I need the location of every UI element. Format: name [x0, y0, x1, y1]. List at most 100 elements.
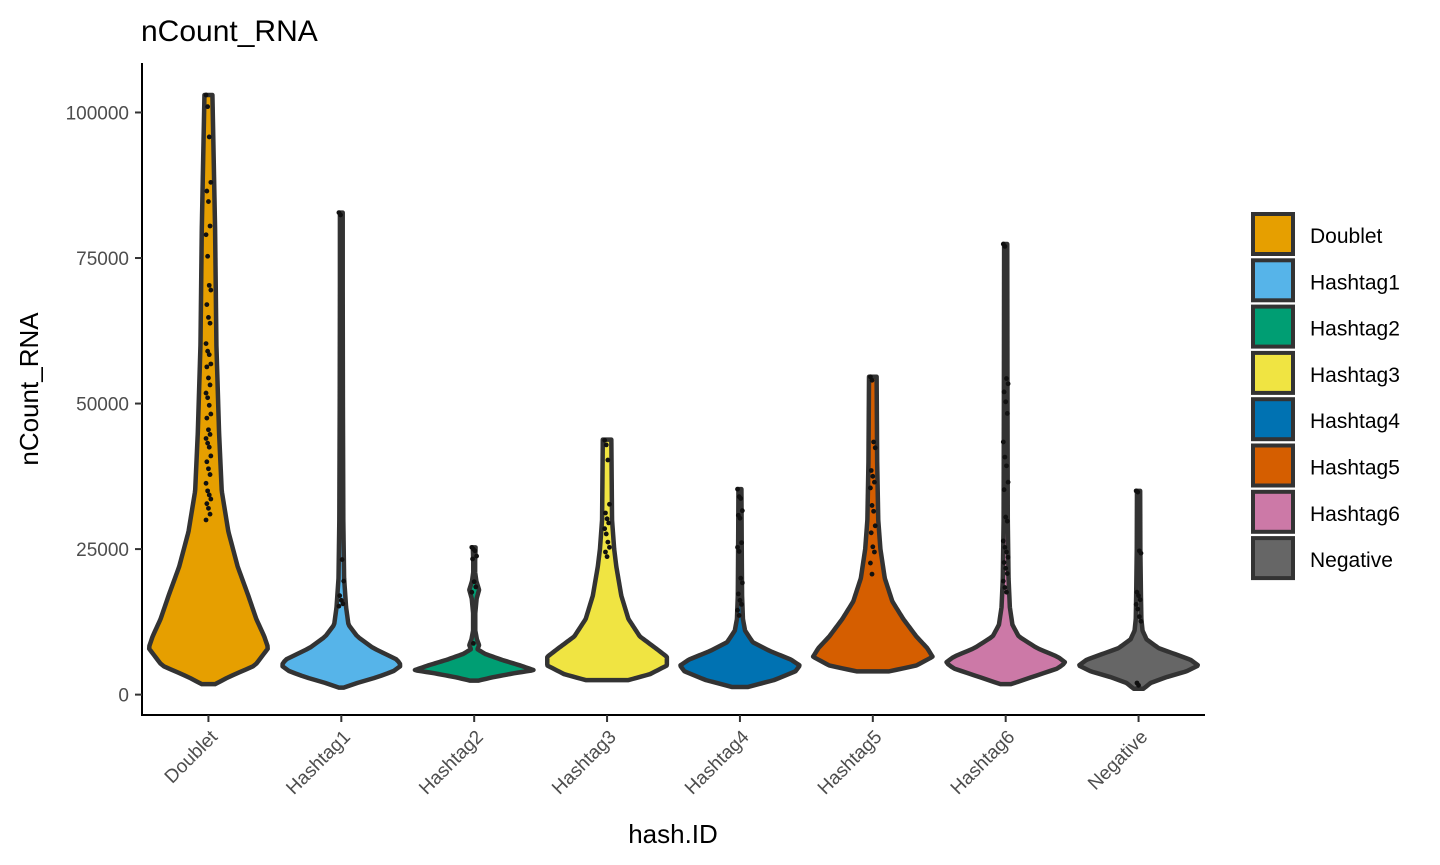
data-point	[869, 571, 875, 577]
data-point	[205, 395, 211, 401]
data-point	[605, 457, 611, 463]
data-point	[1004, 549, 1009, 555]
data-point	[1005, 381, 1011, 387]
data-point	[208, 496, 214, 502]
x-tick-label-hashtag1: Hashtag1	[282, 727, 354, 799]
data-point	[204, 364, 210, 370]
legend-label: Hashtag6	[1310, 503, 1400, 526]
legend-item-hashtag2: Hashtag2	[1251, 304, 1400, 349]
violin-hashtag3	[545, 437, 670, 683]
y-tick-label: 75000	[76, 249, 129, 270]
data-point	[1002, 585, 1008, 590]
data-point	[337, 593, 343, 599]
data-point	[206, 492, 212, 498]
data-point	[1004, 411, 1010, 416]
data-point	[736, 549, 742, 554]
violin-shape-hashtag3	[545, 437, 670, 683]
y-axis-title: nCount_RNA	[14, 312, 44, 466]
data-point	[1001, 389, 1007, 395]
legend-label: Hashtag2	[1310, 318, 1400, 341]
y-tick-label: 25000	[76, 540, 129, 561]
legend-item-hashtag3: Hashtag3	[1251, 350, 1400, 395]
data-point	[1000, 578, 1006, 584]
violin-negative	[1077, 488, 1200, 692]
data-point	[872, 479, 877, 485]
data-point	[203, 390, 209, 396]
data-point	[474, 553, 479, 559]
legend-swatch	[1251, 397, 1295, 442]
data-point	[206, 427, 211, 433]
data-point	[603, 549, 608, 555]
data-point	[1002, 454, 1008, 460]
data-point	[1135, 606, 1141, 612]
data-point	[871, 508, 877, 514]
data-point	[470, 556, 475, 562]
data-point	[871, 439, 877, 445]
x-tick-label-doublet: Doublet	[161, 726, 223, 788]
legend-label: Negative	[1310, 549, 1393, 572]
data-point	[1002, 243, 1008, 249]
data-point	[607, 501, 612, 507]
data-point	[739, 540, 744, 546]
data-point	[1137, 597, 1143, 603]
legend-item-hashtag5: Hashtag5	[1251, 443, 1400, 488]
legend-label: Hashtag3	[1310, 364, 1400, 387]
data-point	[208, 411, 214, 417]
data-point	[872, 549, 877, 555]
data-point	[1003, 514, 1009, 520]
data-point	[1135, 489, 1141, 495]
data-point	[602, 526, 608, 532]
data-point	[1004, 376, 1009, 381]
data-point	[341, 578, 347, 584]
data-point	[604, 516, 610, 522]
legend-swatch	[1251, 536, 1295, 581]
y-tick-label: 100000	[66, 103, 129, 124]
legend-swatch	[1251, 489, 1295, 534]
data-point	[603, 442, 609, 448]
data-point	[208, 361, 214, 367]
y-axis-ticks: 0 25000 50000 75000 100000	[66, 103, 142, 707]
data-point	[207, 223, 213, 229]
legend-swatch	[1251, 212, 1295, 256]
legend-label: Hashtag4	[1310, 410, 1400, 433]
x-tick-label-hashtag6: Hashtag6	[947, 727, 1019, 799]
violin-shape-doublet	[146, 92, 270, 687]
data-point	[206, 466, 211, 472]
data-point	[205, 253, 211, 259]
data-point	[204, 459, 210, 465]
legend-item-doublet: Doublet	[1251, 212, 1383, 256]
data-point	[739, 580, 745, 586]
x-tick-label-negative: Negative	[1084, 727, 1152, 795]
data-point	[870, 544, 876, 550]
data-point	[1000, 538, 1006, 544]
data-point	[204, 302, 210, 307]
data-point	[203, 480, 209, 486]
data-point	[868, 485, 873, 491]
data-point	[1003, 399, 1009, 405]
data-point	[208, 179, 214, 185]
data-point	[205, 440, 211, 446]
data-point	[204, 188, 210, 194]
data-point	[869, 377, 875, 383]
violins	[146, 92, 1200, 692]
data-point	[1001, 560, 1007, 565]
chart-title: nCount_RNA	[141, 15, 318, 48]
x-tick-label-hashtag2: Hashtag2	[415, 727, 487, 799]
data-point	[868, 560, 873, 566]
data-point	[1003, 565, 1009, 571]
data-point	[872, 523, 878, 529]
data-point	[208, 453, 214, 459]
data-point	[207, 511, 213, 517]
data-point	[1133, 601, 1139, 607]
data-point	[203, 92, 209, 98]
violin-shape-hashtag1	[280, 210, 403, 690]
legend-item-hashtag1: Hashtag1	[1251, 258, 1400, 303]
data-point	[472, 548, 478, 554]
data-point	[735, 544, 740, 550]
data-point	[606, 520, 612, 526]
data-point	[206, 282, 212, 288]
legend: Doublet Hashtag1 Hashtag2 Hashtag3 Hashtag4 H…	[1251, 212, 1400, 581]
data-point	[473, 584, 479, 590]
data-point	[738, 575, 744, 581]
data-point	[207, 382, 213, 388]
